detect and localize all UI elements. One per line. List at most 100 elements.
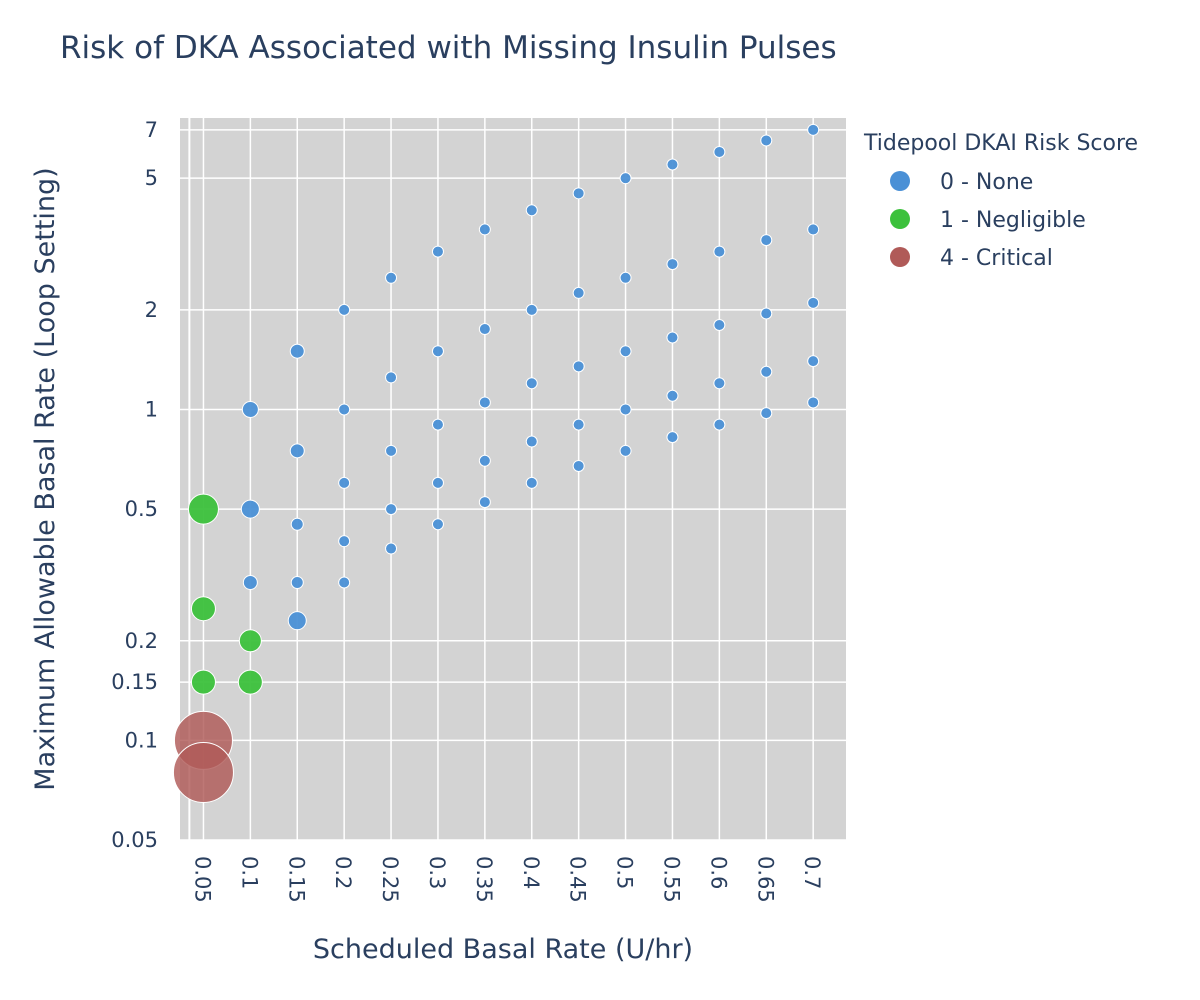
legend-label: 4 - Critical [940,246,1053,271]
data-point [807,296,820,309]
data-point [572,459,585,472]
x-tick-label: 0.65 [753,856,777,903]
y-tick-label: 5 [145,166,158,190]
data-point [385,542,398,555]
y-tick-label: 1 [145,397,158,421]
data-point [190,596,216,622]
data-point [525,476,538,489]
data-point [287,611,307,631]
data-point [478,496,491,509]
data-point [525,377,538,390]
data-point [760,134,773,147]
legend-marker [890,209,910,229]
data-point [385,503,398,516]
data-point [338,303,351,316]
data-point [385,271,398,284]
legend-item[interactable]: 1 - Negligible [890,208,1086,233]
data-point [290,575,304,589]
legend-item[interactable]: 0 - None [890,170,1033,195]
x-tick-label: 0.7 [800,856,824,889]
data-point [478,396,491,409]
legend-label: 1 - Negligible [940,208,1086,233]
data-point [478,454,491,467]
data-point [807,355,820,368]
data-points [172,123,820,803]
y-tick-label: 0.1 [125,728,158,752]
data-point [760,365,773,378]
data-point [431,518,444,531]
y-axis-title: Maximum Allowable Basal Rate (Loop Setti… [30,167,61,790]
x-tick-label: 0.35 [472,856,496,903]
data-point [525,303,538,316]
legend[interactable]: Tidepool DKAI Risk Score 0 - None 1 - Neg… [863,131,1138,271]
data-point [572,187,585,200]
x-tick-label: 0.2 [331,856,355,889]
data-point [525,435,538,448]
data-point [187,493,219,525]
data-point [666,389,679,402]
y-tick-label: 0.5 [125,497,158,521]
data-point [666,431,679,444]
data-point [619,172,632,185]
data-point [289,443,305,459]
plot-area [180,118,846,840]
x-tick-label: 0.6 [706,856,730,889]
legend-marker [890,247,910,267]
legend-item[interactable]: 4 - Critical [890,246,1053,271]
data-point [807,123,820,136]
data-point [238,629,262,653]
data-point [619,345,632,358]
data-point [760,234,773,247]
data-point [713,418,726,431]
data-point [713,245,726,258]
legend-title: Tidepool DKAI Risk Score [863,131,1138,156]
y-tick-labels: 0.05 0.1 0.15 0.2 0.5 1 2 5 7 [111,118,158,852]
data-point [807,223,820,236]
data-point [338,535,351,548]
x-tick-label: 0.25 [378,856,402,903]
data-point [713,377,726,390]
data-point [572,418,585,431]
data-point [666,258,679,271]
data-point [338,403,351,416]
x-tick-label: 0.45 [566,856,590,903]
data-point [242,574,258,590]
data-point [619,271,632,284]
data-point [760,407,773,420]
y-tick-label: 0.05 [111,828,158,852]
gridlines [180,118,846,841]
data-point [289,343,305,359]
x-tick-label: 0.05 [190,856,214,903]
data-point [807,396,820,409]
legend-label: 0 - None [940,170,1033,195]
x-tick-label: 0.4 [519,856,543,889]
x-tick-label: 0.1 [237,856,261,889]
y-tick-label: 0.15 [111,670,158,694]
x-tick-label: 0.5 [613,856,637,889]
data-point [431,476,444,489]
data-point [385,371,398,384]
data-point [241,400,259,418]
data-point [713,145,726,158]
y-tick-label: 7 [145,118,158,142]
data-point [572,360,585,373]
chart-title: Risk of DKA Associated with Missing Insu… [60,30,837,66]
data-point [338,476,351,489]
data-point [525,204,538,217]
data-point [666,158,679,171]
data-point [619,403,632,416]
data-point [240,499,260,519]
data-point [760,307,773,320]
data-point [190,669,216,695]
y-tick-label: 0.2 [125,629,158,653]
data-point [572,286,585,299]
data-point [385,444,398,457]
data-point [478,223,491,236]
x-axis-title: Scheduled Basal Rate (U/hr) [313,934,693,965]
x-tick-labels: 0.05 0.1 0.15 0.2 0.25 0.3 0.35 0.4 0.45 0.5 0.55 0… [190,856,824,903]
y-tick-label: 2 [145,298,158,322]
data-point [431,245,444,258]
data-point [713,318,726,331]
x-tick-label: 0.55 [659,856,683,903]
